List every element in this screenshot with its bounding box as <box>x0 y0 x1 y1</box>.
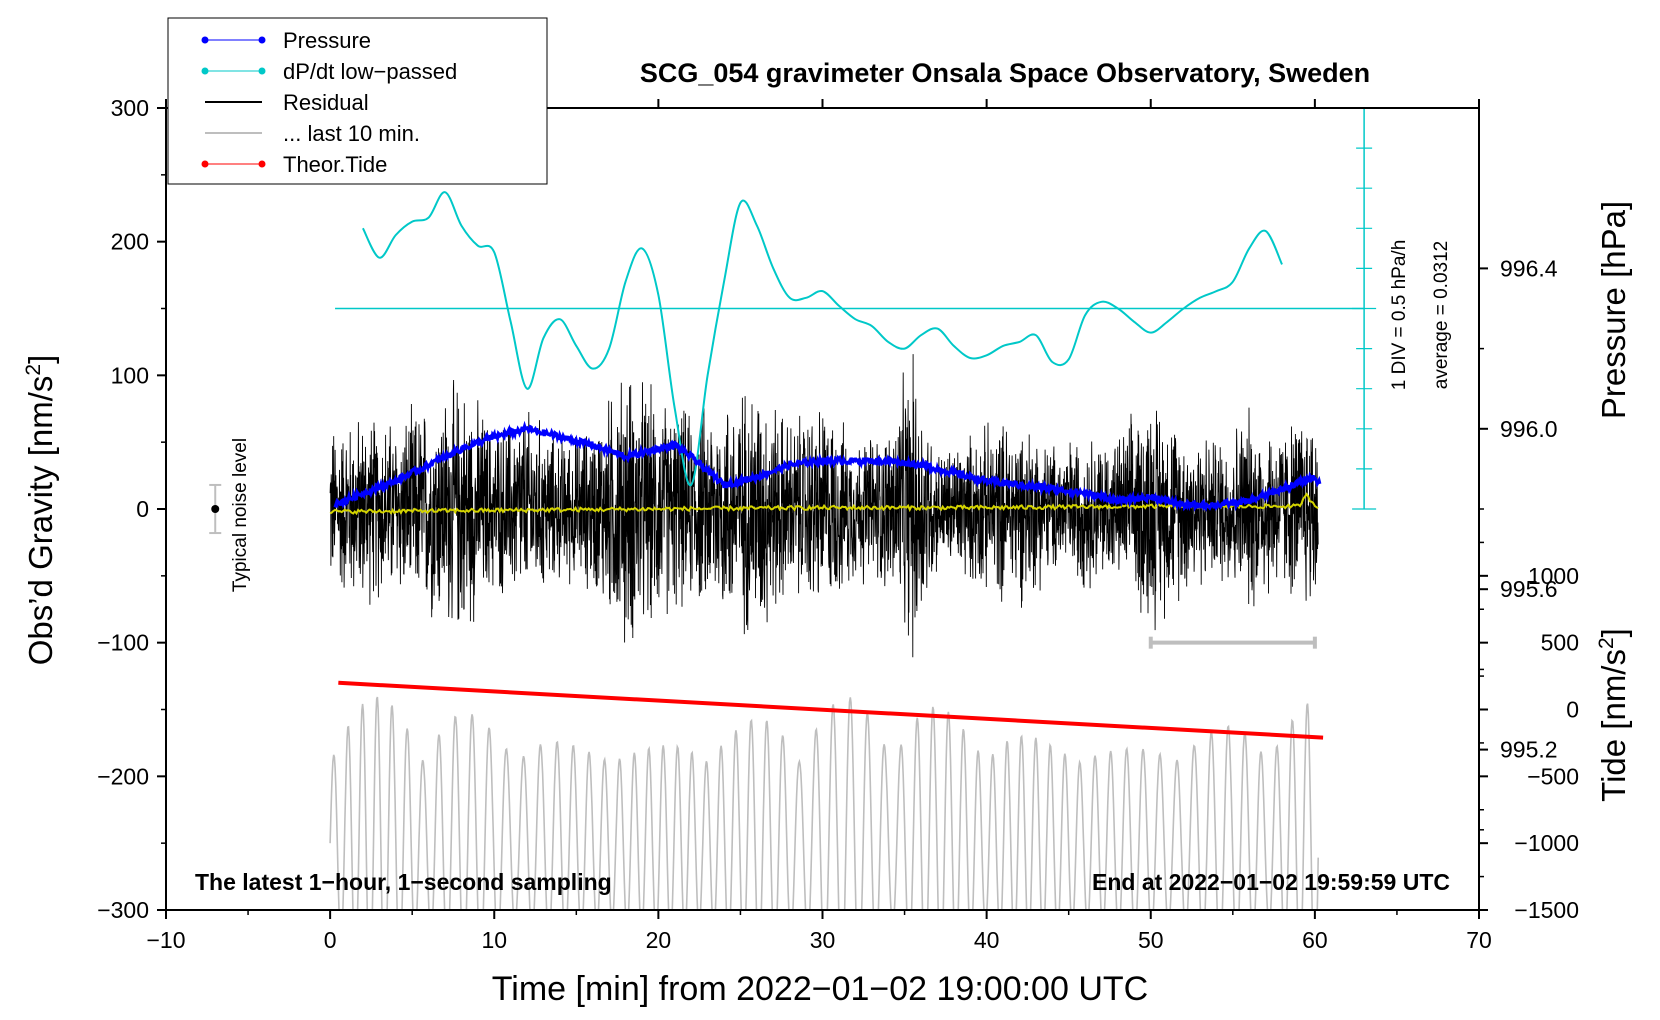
dpdt-average-label: average = 0.0312 <box>1431 241 1452 389</box>
legend-label: dP/dt low−passed <box>283 59 457 84</box>
y-axis-label-tide-sup: 2 <box>1595 637 1618 649</box>
y-left-tick-label: 0 <box>136 496 149 522</box>
y-axis-label-tide-text: Tide [nm/s <box>1595 649 1632 802</box>
legend-marker <box>258 36 266 44</box>
x-tick-label: 30 <box>810 927 836 953</box>
y-axis-label-tide-close: ] <box>1595 628 1632 637</box>
y-left-tick-label: −300 <box>97 897 149 923</box>
series-layer <box>329 108 1377 910</box>
y-left-tick-label: 200 <box>111 229 149 255</box>
y-tide-tick-label: 500 <box>1541 630 1579 656</box>
y-left-tick-label: −200 <box>97 763 149 789</box>
x-axis-label: Time [min] from 2022−01−02 19:00:00 UTC <box>492 970 1148 1008</box>
y-left-tick-label: 100 <box>111 362 149 388</box>
y-axis-label-left: Obs’d Gravity [nm/s2] <box>22 355 59 666</box>
x-tick-label: 10 <box>481 927 507 953</box>
annotation-end-time: End at 2022−01−02 19:59:59 UTC <box>1092 869 1450 895</box>
x-tick-label: 20 <box>646 927 672 953</box>
y-pressure-tick-label: 995.2 <box>1500 737 1558 763</box>
y-tide-tick-label: 0 <box>1566 697 1579 723</box>
x-tick-label: 60 <box>1302 927 1328 953</box>
x-tick-label: 0 <box>324 927 337 953</box>
noise-level-label: Typical noise level <box>230 438 251 592</box>
y-left-tick-label: −100 <box>97 630 149 656</box>
legend-marker <box>201 36 209 44</box>
dpdt-line <box>362 191 1283 486</box>
y-tide-tick-label: −1000 <box>1514 830 1579 856</box>
y-left-tick-label: 300 <box>111 95 149 121</box>
y-axis-label-left-close: ] <box>22 355 59 364</box>
legend-label: Residual <box>283 90 369 115</box>
mean-residual-line <box>329 492 1319 516</box>
y-tide-tick-label: −1500 <box>1514 897 1579 923</box>
theoretical-tide-line <box>338 680 1324 740</box>
y-axis-label-left-sup: 2 <box>22 364 45 376</box>
legend-marker <box>201 67 209 75</box>
y-pressure-tick-label: 995.6 <box>1500 576 1558 602</box>
legend: Pressure dP/dt low−passed Residual ... last… <box>167 17 548 185</box>
x-tick-label: 40 <box>974 927 1000 953</box>
residual-line <box>329 354 1319 658</box>
y-axis-label-left-text: Obs’d Gravity [nm/s <box>22 376 59 666</box>
dpdt-scale-label: 1 DIV = 0.5 hPa/h <box>1389 240 1410 391</box>
y-axis-label-pressure: Pressure [hPa] <box>1595 201 1632 419</box>
x-tick-label: 70 <box>1466 927 1492 953</box>
annotation-latest-hour: The latest 1−hour, 1−second sampling <box>195 869 612 895</box>
legend-label: Theor.Tide <box>283 152 387 177</box>
axes-layer: −10 0 10 20 30 40 50 60 70−300−200−1000100200300… <box>97 95 1579 953</box>
y-pressure-tick-label: 996.4 <box>1500 255 1558 281</box>
y-tide-tick-label: 1000 <box>1528 563 1579 589</box>
x-tick-label: 50 <box>1138 927 1164 953</box>
y-axis-label-tide: Tide [nm/s2] <box>1595 628 1632 802</box>
legend-marker <box>258 160 266 168</box>
legend-marker <box>258 67 266 75</box>
pressure-line <box>333 420 1322 512</box>
legend-label: ... last 10 min. <box>283 121 420 146</box>
y-pressure-tick-label: 996.0 <box>1500 416 1558 442</box>
noise-level-dot <box>211 505 220 513</box>
legend-label: Pressure <box>283 28 371 53</box>
legend-marker <box>201 160 209 168</box>
x-tick-label: −10 <box>146 927 185 953</box>
chart-title: SCG_054 gravimeter Onsala Space Observat… <box>640 58 1370 88</box>
y-tide-tick-label: −500 <box>1527 763 1579 789</box>
